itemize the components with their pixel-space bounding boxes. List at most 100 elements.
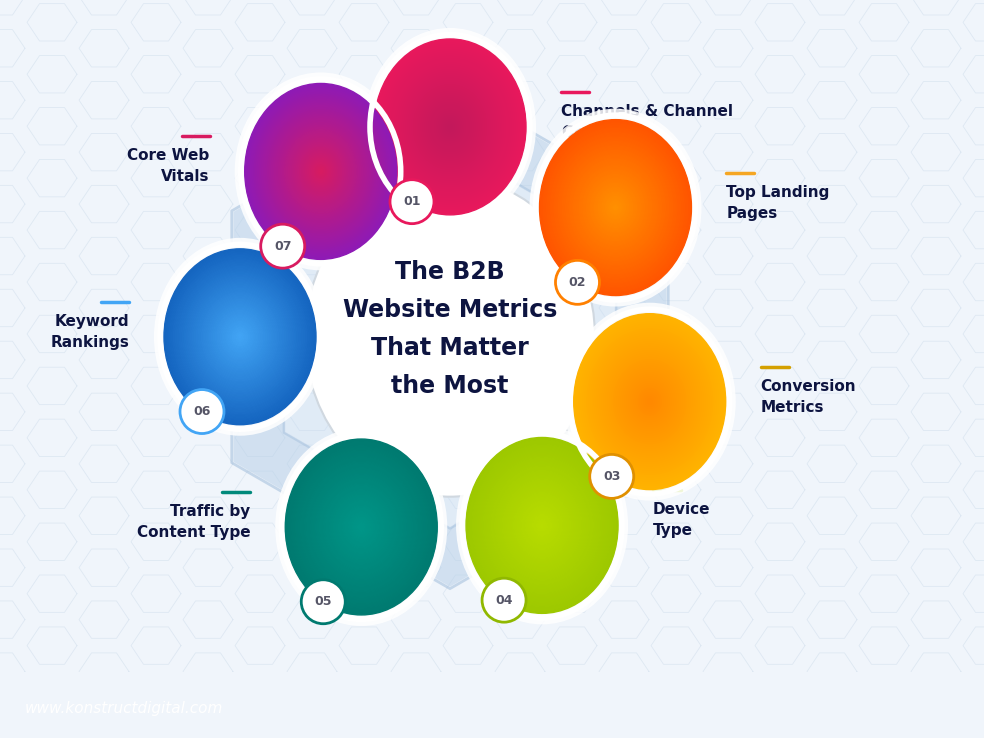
Ellipse shape bbox=[538, 521, 546, 530]
Ellipse shape bbox=[602, 192, 629, 223]
Ellipse shape bbox=[395, 63, 505, 190]
Ellipse shape bbox=[608, 199, 623, 216]
Text: Core Web
Vitals: Core Web Vitals bbox=[128, 148, 210, 184]
Ellipse shape bbox=[456, 427, 628, 624]
Ellipse shape bbox=[647, 399, 651, 404]
Ellipse shape bbox=[221, 315, 259, 359]
Ellipse shape bbox=[557, 139, 674, 276]
Ellipse shape bbox=[596, 340, 703, 463]
Ellipse shape bbox=[619, 367, 680, 437]
Ellipse shape bbox=[351, 516, 371, 538]
Ellipse shape bbox=[388, 55, 513, 199]
Ellipse shape bbox=[602, 347, 698, 457]
Ellipse shape bbox=[262, 103, 380, 240]
Ellipse shape bbox=[431, 105, 469, 149]
Ellipse shape bbox=[296, 143, 345, 200]
Ellipse shape bbox=[524, 506, 559, 545]
Ellipse shape bbox=[600, 190, 631, 225]
Ellipse shape bbox=[249, 88, 393, 255]
Ellipse shape bbox=[319, 169, 323, 173]
Ellipse shape bbox=[270, 112, 372, 231]
Ellipse shape bbox=[610, 201, 621, 214]
Ellipse shape bbox=[627, 375, 672, 428]
Text: 04: 04 bbox=[495, 593, 513, 607]
Ellipse shape bbox=[254, 94, 388, 249]
Ellipse shape bbox=[245, 83, 397, 259]
Ellipse shape bbox=[545, 126, 686, 289]
Ellipse shape bbox=[191, 280, 289, 394]
Ellipse shape bbox=[219, 313, 261, 361]
Ellipse shape bbox=[206, 297, 275, 376]
Ellipse shape bbox=[596, 185, 635, 230]
Ellipse shape bbox=[574, 314, 726, 489]
Ellipse shape bbox=[491, 466, 593, 584]
Ellipse shape bbox=[232, 328, 248, 345]
Ellipse shape bbox=[441, 116, 460, 138]
Ellipse shape bbox=[196, 286, 283, 387]
Ellipse shape bbox=[580, 166, 651, 249]
Ellipse shape bbox=[526, 508, 557, 543]
Ellipse shape bbox=[529, 108, 702, 306]
Ellipse shape bbox=[214, 306, 267, 368]
Ellipse shape bbox=[616, 362, 684, 441]
Ellipse shape bbox=[514, 492, 571, 559]
Text: Device
Type: Device Type bbox=[653, 503, 710, 539]
Ellipse shape bbox=[309, 158, 333, 184]
Ellipse shape bbox=[378, 44, 523, 210]
Ellipse shape bbox=[600, 345, 699, 459]
Ellipse shape bbox=[582, 168, 649, 247]
Ellipse shape bbox=[305, 154, 336, 189]
Ellipse shape bbox=[536, 519, 548, 532]
Ellipse shape bbox=[223, 317, 257, 356]
Ellipse shape bbox=[477, 451, 607, 600]
Ellipse shape bbox=[584, 170, 647, 245]
Ellipse shape bbox=[168, 253, 312, 421]
Ellipse shape bbox=[350, 514, 373, 540]
Ellipse shape bbox=[553, 135, 678, 280]
Ellipse shape bbox=[380, 46, 521, 208]
Ellipse shape bbox=[304, 151, 338, 191]
Text: Website Metrics: Website Metrics bbox=[342, 298, 557, 322]
Ellipse shape bbox=[641, 390, 659, 413]
Ellipse shape bbox=[631, 379, 669, 424]
Ellipse shape bbox=[584, 325, 716, 479]
Ellipse shape bbox=[416, 87, 484, 167]
Ellipse shape bbox=[399, 68, 501, 186]
Ellipse shape bbox=[327, 487, 396, 567]
Ellipse shape bbox=[384, 50, 517, 204]
Ellipse shape bbox=[286, 132, 355, 211]
Ellipse shape bbox=[346, 509, 377, 545]
Circle shape bbox=[390, 179, 434, 224]
Ellipse shape bbox=[266, 108, 376, 235]
Ellipse shape bbox=[564, 303, 736, 500]
Ellipse shape bbox=[543, 124, 688, 291]
Ellipse shape bbox=[175, 262, 305, 412]
Ellipse shape bbox=[471, 444, 612, 607]
Ellipse shape bbox=[292, 139, 349, 204]
Ellipse shape bbox=[446, 123, 454, 131]
Ellipse shape bbox=[289, 444, 433, 610]
Ellipse shape bbox=[173, 260, 306, 414]
Text: That Matter: That Matter bbox=[371, 336, 528, 360]
Ellipse shape bbox=[215, 308, 265, 365]
Ellipse shape bbox=[566, 151, 665, 265]
Ellipse shape bbox=[185, 273, 295, 401]
Text: Conversion
Metrics: Conversion Metrics bbox=[761, 379, 856, 415]
Ellipse shape bbox=[590, 334, 708, 470]
Ellipse shape bbox=[610, 356, 690, 448]
Ellipse shape bbox=[195, 284, 285, 390]
Ellipse shape bbox=[590, 179, 641, 236]
Ellipse shape bbox=[578, 318, 722, 485]
Text: 01: 01 bbox=[403, 195, 421, 208]
Ellipse shape bbox=[208, 300, 273, 374]
Ellipse shape bbox=[604, 349, 696, 455]
Ellipse shape bbox=[510, 488, 575, 563]
Ellipse shape bbox=[302, 149, 339, 193]
Ellipse shape bbox=[224, 320, 255, 354]
Ellipse shape bbox=[284, 130, 357, 213]
Ellipse shape bbox=[187, 275, 293, 399]
Ellipse shape bbox=[314, 472, 408, 582]
Ellipse shape bbox=[646, 397, 653, 406]
Ellipse shape bbox=[512, 490, 573, 561]
Ellipse shape bbox=[276, 119, 366, 224]
